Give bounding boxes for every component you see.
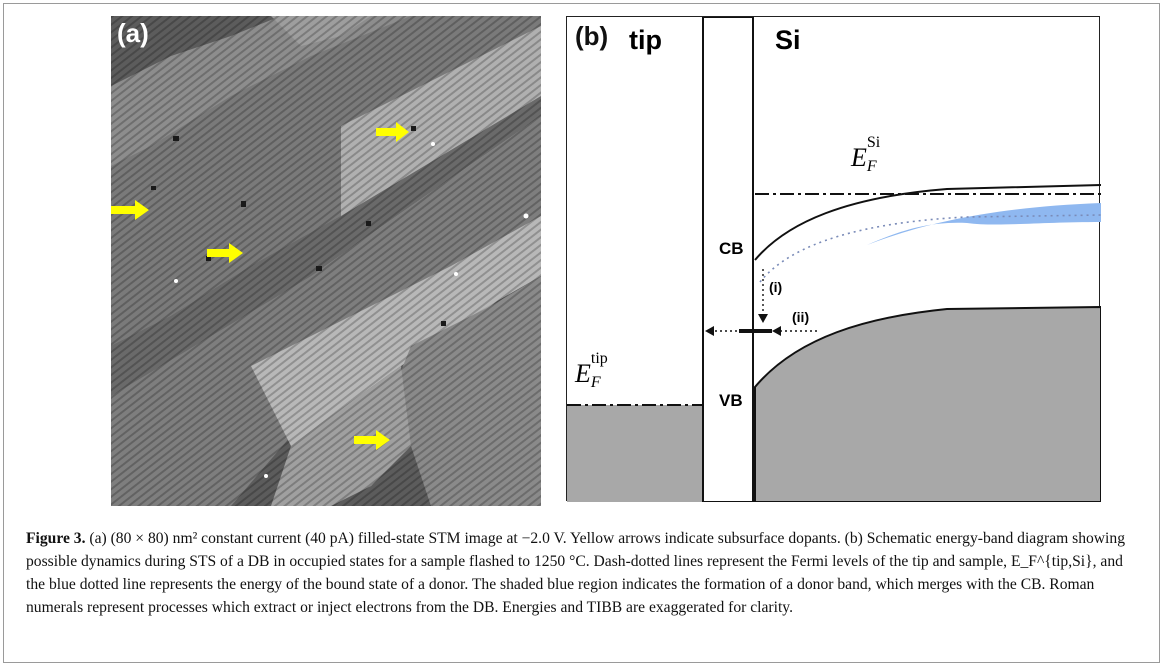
process-i-label: (i) — [769, 279, 783, 295]
si-label: Si — [775, 25, 801, 55]
donor-band — [867, 203, 1101, 245]
tip-label: tip — [629, 25, 662, 55]
caption-text: (a) (80 × 80) nm² constant current (40 p… — [26, 530, 1125, 616]
stm-image-panel: (a) — [111, 16, 541, 506]
panel-b-label: (b) — [575, 21, 609, 51]
figure-caption: Figure 3. (a) (80 × 80) nm² constant cur… — [26, 527, 1144, 619]
ef-si-label: E Si F — [851, 134, 881, 175]
dopant-arrow-icon — [111, 200, 149, 220]
stm-image — [111, 16, 541, 506]
dopant-arrow-icon — [207, 243, 243, 263]
caption-lead: Figure 3. — [26, 530, 86, 547]
figure-frame: (a) — [3, 3, 1160, 663]
valence-band — [754, 305, 1102, 503]
panel-a-label: (a) — [117, 18, 149, 48]
tip-filled-states — [567, 405, 703, 502]
vb-label: VB — [719, 391, 743, 410]
process-ii-label: (ii) — [792, 309, 810, 325]
conduction-band — [754, 184, 1102, 261]
dopant-arrow-icon — [376, 122, 409, 142]
donor-level — [759, 214, 1102, 283]
band-diagram — [567, 16, 1102, 503]
dopant-arrow-icon — [354, 430, 390, 450]
vacuum-barrier — [702, 16, 754, 503]
cb-label: CB — [719, 239, 744, 258]
